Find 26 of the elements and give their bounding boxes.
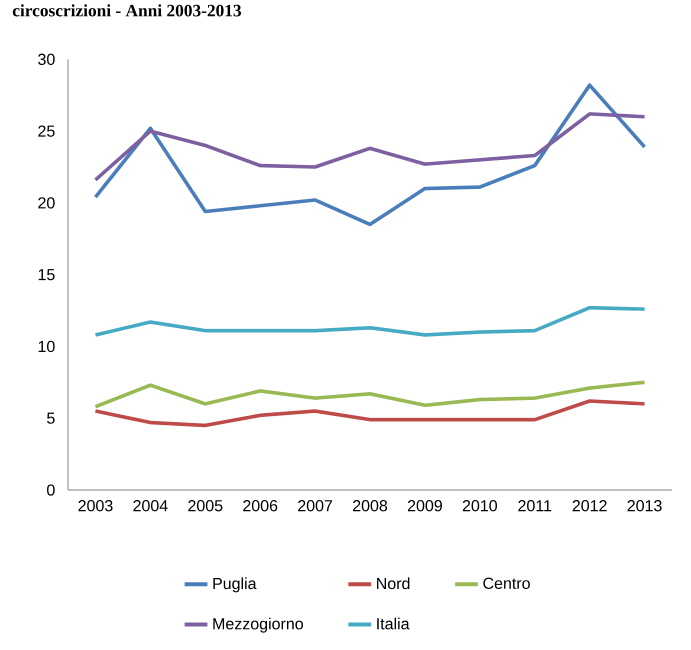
line-series: [94, 83, 646, 226]
x-tick-label: 2011: [518, 500, 552, 512]
y-tick-label: 25: [38, 125, 55, 137]
y-tick-label: 20: [38, 197, 55, 209]
y-tick-label: 10: [38, 340, 55, 352]
y-tick-label: 0: [47, 484, 55, 496]
x-tick-label: 2004: [133, 500, 168, 512]
x-tick-label: 2008: [353, 500, 388, 512]
x-tick-label: 2012: [572, 500, 607, 512]
x-tick-label: 2007: [298, 500, 332, 512]
x-tick-label: 2006: [243, 500, 278, 512]
x-tick-label: 2010: [462, 500, 497, 512]
legend-label: Italia: [377, 618, 410, 630]
x-tick-label: 2009: [408, 500, 442, 512]
x-tick-label: 2013: [628, 500, 662, 512]
legend-label: Nord: [377, 577, 410, 590]
y-tick-label: 5: [47, 412, 55, 424]
y-tick-label: 15: [38, 269, 55, 280]
legend-label: Mezzogiorno: [213, 618, 303, 633]
legend-label: Puglia: [213, 577, 257, 592]
x-tick-label: 2003: [78, 500, 113, 512]
y-tick-label: 30: [38, 54, 55, 65]
legend-label: Centro: [483, 578, 530, 589]
x-tick-label: 2005: [188, 500, 222, 512]
line-series: [94, 380, 646, 409]
chart-title: circoscrizioni - Anni 2003-2013: [12, 4, 241, 16]
